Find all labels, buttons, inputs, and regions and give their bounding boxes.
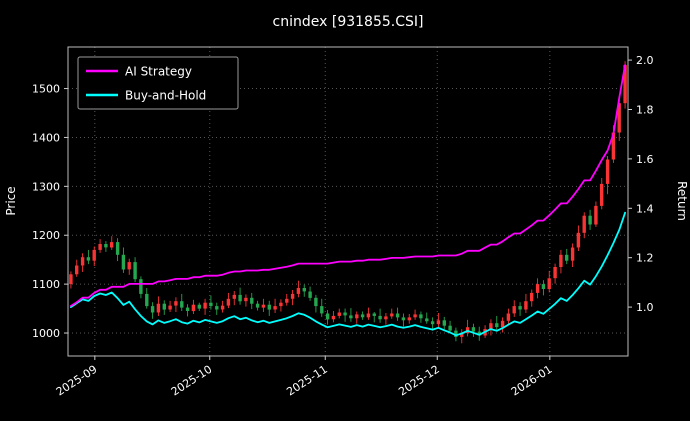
plot-border xyxy=(67,46,629,357)
ai-strategy-legend-label: AI Strategy xyxy=(125,65,192,79)
x-tick-label: 2025-09 xyxy=(54,363,100,399)
price-tick-label: 1200 xyxy=(32,229,60,242)
price-tick-label: 1400 xyxy=(32,131,60,144)
price-tick-label: 1300 xyxy=(32,180,60,193)
x-tick-label: 2025-12 xyxy=(396,363,442,399)
return-tick-label: 2.0 xyxy=(636,54,654,67)
price-tick-label: 1500 xyxy=(32,83,60,96)
buy-and-hold-line xyxy=(70,211,626,337)
candlestick-layer xyxy=(69,61,627,344)
return-tick-label: 1.8 xyxy=(636,103,654,116)
return-tick-label: 1.6 xyxy=(636,153,654,166)
left-axis-label: Price xyxy=(4,186,18,215)
x-tick-label: 2025-10 xyxy=(169,363,215,399)
x-tick-label: 2026-01 xyxy=(509,363,555,399)
buy-and-hold-legend-label: Buy-and-Hold xyxy=(125,89,206,103)
legend: AI Strategy Buy-and-Hold xyxy=(77,56,239,110)
right-axis-label: Return xyxy=(675,181,689,221)
chart-title: cnindex [931855.CSI] xyxy=(273,14,424,30)
x-tick-label: 2025-11 xyxy=(284,363,330,399)
ai-strategy-line xyxy=(70,64,626,307)
price-tick-label: 1100 xyxy=(32,278,60,291)
return-tick-label: 1.4 xyxy=(636,202,654,215)
return-tick-label: 1.0 xyxy=(636,301,654,314)
price-tick-label: 1000 xyxy=(32,327,60,340)
return-tick-label: 1.2 xyxy=(636,252,654,265)
